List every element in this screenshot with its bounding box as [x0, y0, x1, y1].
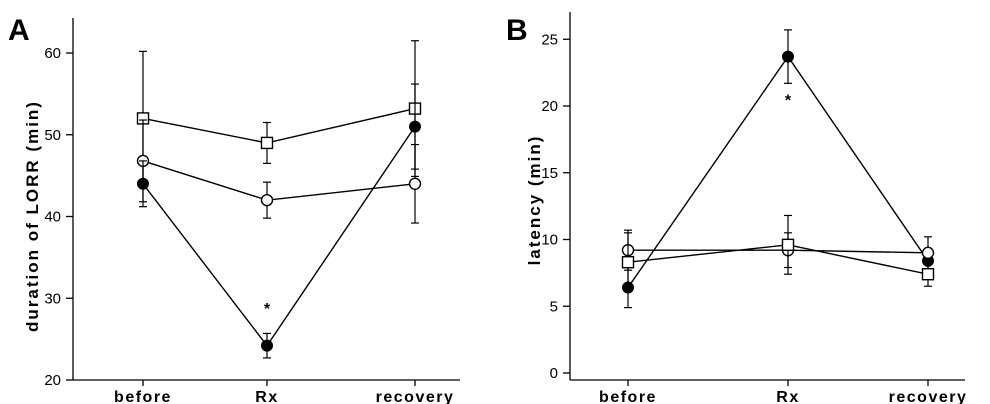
panel-b-y-axis-title: latency (min): [525, 135, 544, 266]
panel-a-label: A: [8, 14, 30, 47]
panel-b-series-line: [627, 244, 929, 275]
panel-a-series-filled-circle: [137, 83, 421, 359]
panel-b-y-tick-label: 10: [541, 232, 558, 249]
panel-a-y-tick-label: 30: [44, 290, 61, 307]
panel-a-series-line: [142, 160, 416, 201]
panel-b-y-tick-label: 20: [541, 98, 558, 115]
panel-a-data-point: [137, 177, 149, 190]
panel-b-series-open-circle: [621, 229, 935, 271]
panel-a-x-tick-label: before: [114, 389, 172, 404]
panel-b-x-tick-label: Rx: [776, 389, 799, 404]
panel-b-y-tick-label: 0: [550, 365, 558, 382]
panel-b-data-point: [621, 255, 635, 269]
panel-b-x-tick-label: before: [599, 389, 657, 404]
panel-a: A duration of LORR (min) 20 30 40 50 60 befor…: [8, 14, 460, 404]
panel-b-label: B: [506, 14, 528, 47]
panel-b-significance-marker: *: [785, 92, 792, 109]
panel-a-data-point: [260, 136, 274, 150]
panel-a-y-tick-label: 50: [44, 127, 61, 144]
panel-a-y-tick-label: 60: [44, 45, 61, 62]
panel-b-data-point: [921, 268, 935, 281]
panel-b-data-point: [782, 50, 794, 63]
panel-b-series-line: [628, 249, 929, 254]
panel-b-y-tick-label: 5: [550, 298, 558, 315]
panel-a-series-line: [142, 126, 416, 347]
panel-a-x-tick-label: Rx: [255, 389, 278, 404]
panel-a-significance-marker: *: [264, 301, 271, 318]
panel-a-data-point: [260, 193, 274, 207]
panel-a-y-tick-label: 40: [44, 209, 61, 226]
panel-b-data-point: [781, 238, 795, 252]
panel-a-data-point: [261, 339, 273, 352]
panel-b: B latency (min) 0 5 10 15 20 25 before Rx recove…: [506, 12, 968, 404]
panel-a-data-point: [408, 177, 422, 191]
panel-a-series-open-square: [136, 40, 422, 187]
panel-b-y-tick-label: 25: [541, 31, 558, 48]
panel-a-data-point: [409, 120, 421, 133]
panel-b-series-line: [627, 55, 929, 288]
panel-b-series-open-square: [621, 214, 935, 293]
panel-a-series-open-circle: [136, 119, 422, 224]
panel-b-y-tick-label: 15: [541, 165, 558, 182]
panel-a-x-tick-label: recovery: [376, 389, 455, 404]
panel-a-series-line: [142, 107, 416, 144]
panel-b-data-point: [921, 246, 935, 260]
panel-a-y-axis-title: duration of LORR (min): [23, 100, 42, 332]
panel-b-x-tick-label: recovery: [889, 389, 968, 404]
panel-a-y-tick-label: 20: [44, 372, 61, 389]
